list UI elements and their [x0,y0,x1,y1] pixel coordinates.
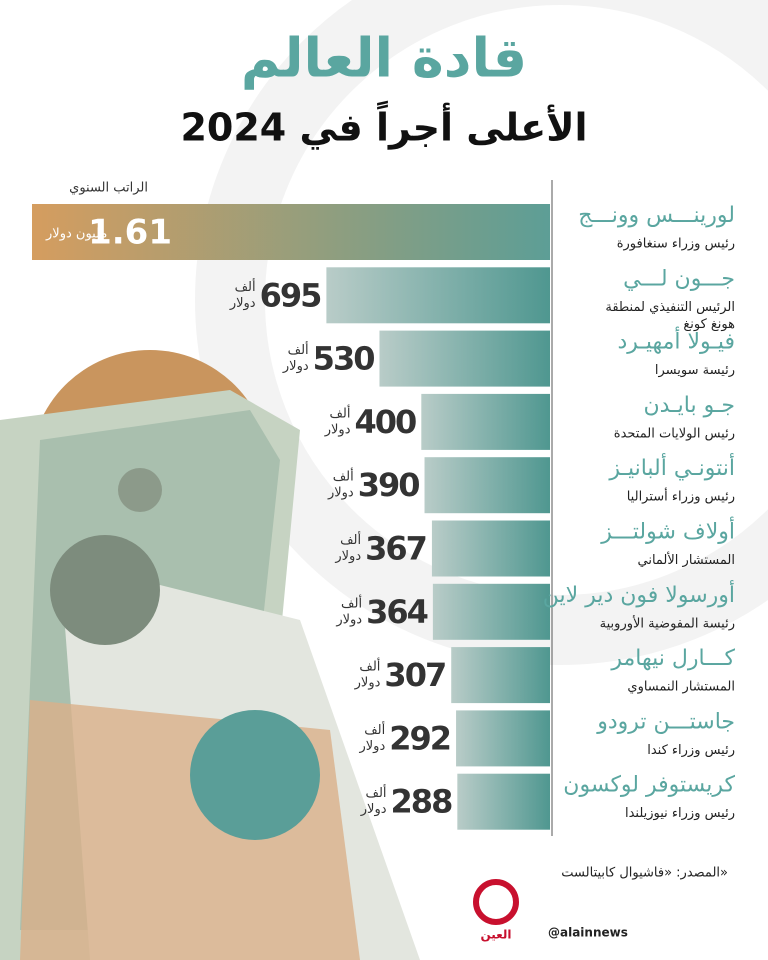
leader-role: رئيس وزراء كندا [647,743,735,758]
value-label: 400 [355,403,417,441]
leader-role: رئيس وزراء نيوزيلندا [625,806,735,821]
brand: العين [480,928,511,942]
unit-label: ألف [329,404,350,421]
leader-name: فيـولا أمهيـرد [617,327,735,355]
bar [431,520,550,577]
value-label: 1.61 [88,213,172,253]
unit-label: دولار [354,676,381,691]
value-label: 530 [313,340,375,378]
leader-role: هونغ كونغ [683,317,735,332]
bar [457,773,550,830]
unit-label: دولار [324,422,351,437]
bar [451,647,550,704]
value-label: 364 [366,593,428,631]
value-label: 292 [389,719,450,757]
unit-label: ألف [288,341,309,358]
bar [32,204,550,260]
subtitle: الأعلى أجراً في 2024 [180,100,587,149]
leader-role: رئيس وزراء أستراليا [627,488,735,505]
leader-name: أورسولا فون دير لاين [543,580,735,608]
unit-label: دولار [229,296,256,311]
leader-role: المستشار النمساوي [627,680,735,695]
leader-name: كـــارل نيهامر [610,646,735,671]
unit-label: ألف [235,278,256,295]
logo-ring [473,879,519,925]
value-label: 307 [384,656,445,694]
value-label: 367 [365,530,426,568]
unit-label: دولار [334,549,361,564]
bar [424,457,550,514]
leader-role: رئيسة المفوضية الأوروبية [600,614,735,631]
leader-role: الرئيس التنفيذي لمنطقة [605,300,735,315]
source: المصدر: «فاشيوال كابيتالست» [561,866,728,881]
bar [326,267,550,324]
leader-role: رئيس وزراء سنغافورة [617,237,735,252]
deco-circle [190,710,320,840]
unit-label: مليون دولار [45,227,107,242]
leader-role: رئيس الولايات المتحدة [614,426,735,441]
unit-label: دولار [327,486,354,501]
logo: العين [473,879,519,942]
leader-name: جاستـــن ترودو [596,709,735,734]
unit-label: ألف [340,531,361,548]
leader-name: جـــون لـــي [623,266,735,291]
bar [432,583,550,640]
unit-label: دولار [335,612,362,627]
value-label: 288 [391,783,453,821]
leader-role: المستشار الألماني [638,551,736,568]
title: قادة العالم [241,27,527,90]
unit-label: دولار [358,739,385,754]
value-label: 390 [358,466,420,504]
bar [421,393,550,450]
handle: @alainnews [548,926,628,940]
axis-label: الراتب السنوي [69,181,148,196]
leader-name: جـو بايـدن [643,393,735,418]
leader-name: كريستوفر لوكسون [563,773,735,798]
unit-label: دولار [282,359,309,374]
leader-name: أنتونـي ألبانيـز [608,453,735,481]
unit-label: ألف [359,658,380,675]
leader-name: لورينـــس وونـــج [578,203,735,228]
value-label: 695 [260,276,322,314]
unit-label: ألف [341,594,362,611]
unit-label: دولار [360,802,387,817]
leader-role: رئيسة سويسرا [655,363,735,378]
unit-label: ألف [333,468,354,485]
bg-ring [195,0,768,665]
bar [379,330,550,387]
unit-label: ألف [364,721,385,738]
bar [456,710,550,767]
leader-name: أولاف شولتـــز [600,517,735,545]
unit-label: ألف [366,784,387,801]
